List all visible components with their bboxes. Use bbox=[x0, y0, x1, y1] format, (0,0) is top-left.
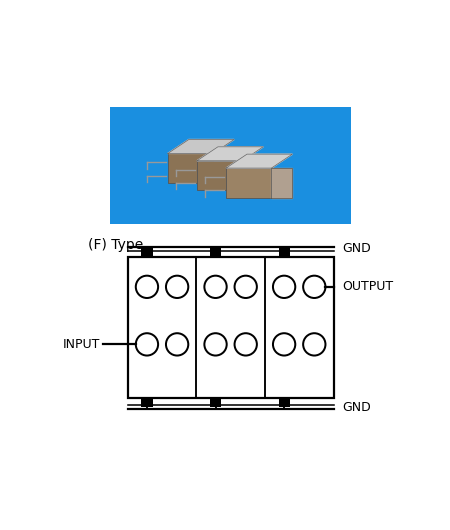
Polygon shape bbox=[213, 153, 234, 183]
Bar bbox=[197, 161, 242, 190]
Bar bbox=[141, 398, 153, 408]
Polygon shape bbox=[271, 168, 292, 198]
Bar bbox=[128, 257, 333, 399]
Polygon shape bbox=[226, 154, 292, 168]
Bar bbox=[110, 107, 351, 224]
Text: GND: GND bbox=[342, 401, 371, 413]
Bar bbox=[279, 248, 290, 258]
Text: GND: GND bbox=[342, 242, 371, 255]
Polygon shape bbox=[197, 147, 263, 161]
Bar bbox=[226, 168, 271, 198]
Bar bbox=[279, 398, 290, 408]
Bar bbox=[210, 248, 221, 258]
Text: INPUT: INPUT bbox=[63, 338, 100, 351]
Bar bbox=[168, 153, 213, 183]
Bar bbox=[210, 398, 221, 408]
Polygon shape bbox=[242, 161, 263, 190]
Text: OUTPUT: OUTPUT bbox=[342, 280, 393, 293]
Bar bbox=[141, 248, 153, 258]
Text: (F) Type: (F) Type bbox=[88, 238, 143, 252]
Polygon shape bbox=[168, 139, 234, 153]
